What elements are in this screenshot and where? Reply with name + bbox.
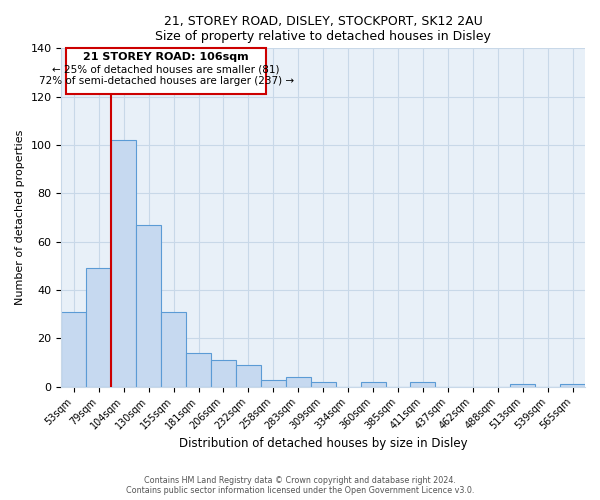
Bar — [510, 384, 535, 387]
Bar — [410, 382, 436, 387]
Bar — [361, 382, 386, 387]
Text: 21 STOREY ROAD: 106sqm: 21 STOREY ROAD: 106sqm — [83, 52, 249, 62]
Text: ← 25% of detached houses are smaller (81): ← 25% of detached houses are smaller (81… — [52, 64, 280, 74]
Bar — [136, 225, 161, 387]
Bar — [211, 360, 236, 387]
Bar — [86, 268, 111, 387]
Bar — [286, 377, 311, 387]
Bar — [560, 384, 585, 387]
Text: Contains HM Land Registry data © Crown copyright and database right 2024.
Contai: Contains HM Land Registry data © Crown c… — [126, 476, 474, 495]
Bar — [261, 380, 286, 387]
Bar — [186, 353, 211, 387]
FancyBboxPatch shape — [67, 48, 266, 94]
Bar — [61, 312, 86, 387]
Title: 21, STOREY ROAD, DISLEY, STOCKPORT, SK12 2AU
Size of property relative to detach: 21, STOREY ROAD, DISLEY, STOCKPORT, SK12… — [155, 15, 491, 43]
Bar — [111, 140, 136, 387]
Bar — [236, 365, 261, 387]
Bar — [311, 382, 335, 387]
Text: 72% of semi-detached houses are larger (237) →: 72% of semi-detached houses are larger (… — [38, 76, 293, 86]
Y-axis label: Number of detached properties: Number of detached properties — [15, 130, 25, 306]
Bar — [161, 312, 186, 387]
X-axis label: Distribution of detached houses by size in Disley: Distribution of detached houses by size … — [179, 437, 467, 450]
